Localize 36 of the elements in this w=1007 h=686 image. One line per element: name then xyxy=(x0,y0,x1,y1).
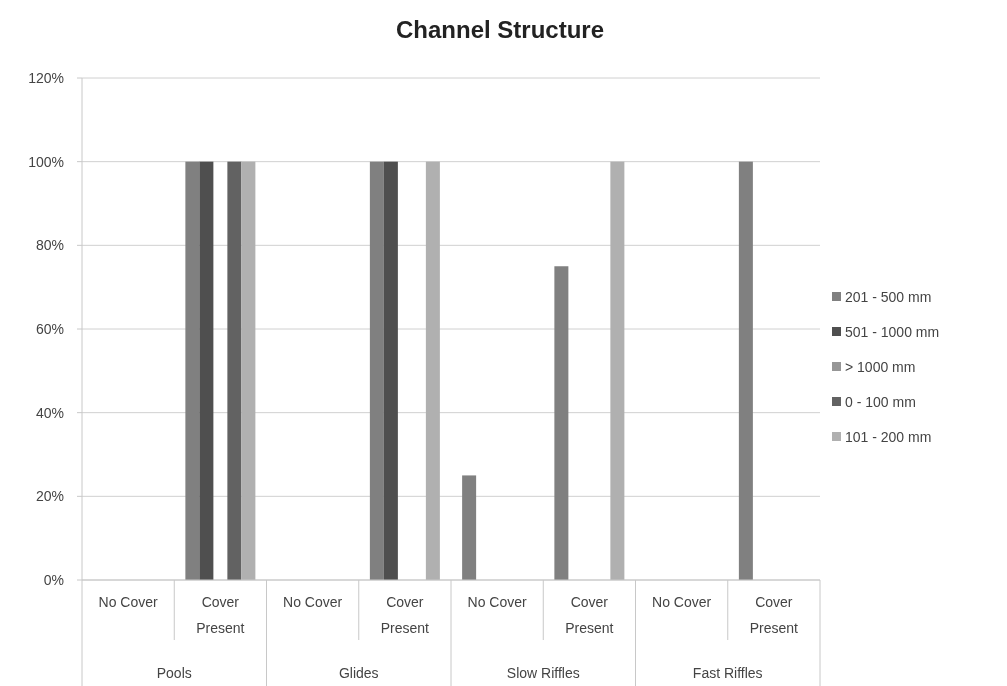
y-tick-label: 20% xyxy=(35,488,64,505)
text: Pools xyxy=(156,665,192,681)
x-tick-label: Cover Present xyxy=(749,594,799,636)
legend-label: 101 - 200 mm xyxy=(845,428,932,445)
bar xyxy=(738,161,753,580)
bar xyxy=(383,161,398,580)
x-tick-label: Cover Present xyxy=(565,594,614,636)
bar xyxy=(369,161,384,580)
x-tick-label: No Cover xyxy=(652,594,712,610)
legend-label: > 1000 mm xyxy=(845,358,916,375)
x-tick-label: No Cover xyxy=(98,594,159,610)
text: Fast Riffles xyxy=(692,665,763,681)
bar xyxy=(241,161,256,580)
legend-label: 201 - 500 mm xyxy=(845,288,932,305)
text: Slow Riffles xyxy=(506,665,580,681)
legend-label: 0 - 100 mm xyxy=(845,393,916,410)
bar xyxy=(554,266,569,580)
bar xyxy=(185,161,200,580)
x-tick-label: Cover Present xyxy=(196,594,245,636)
y-tick-label: 80% xyxy=(35,237,64,254)
x-tick-label: No Cover xyxy=(467,594,528,610)
x-tick-label: No Cover xyxy=(283,594,343,610)
bar xyxy=(227,161,242,580)
text: Glides xyxy=(338,665,379,681)
y-tick-label: 120% xyxy=(28,69,64,86)
bar xyxy=(610,161,625,580)
x-tick-label: Cover Present xyxy=(380,594,430,636)
y-tick-label: 0% xyxy=(43,571,64,588)
legend-label: 501 - 1000 mm xyxy=(845,323,940,340)
y-tick-label: 40% xyxy=(35,404,64,421)
y-tick-label: 60% xyxy=(35,320,64,337)
bar xyxy=(199,161,214,580)
y-tick-label: 100% xyxy=(28,153,64,170)
bar xyxy=(425,161,440,580)
chart-title: Channel Structure xyxy=(395,16,605,43)
bar xyxy=(462,475,477,580)
